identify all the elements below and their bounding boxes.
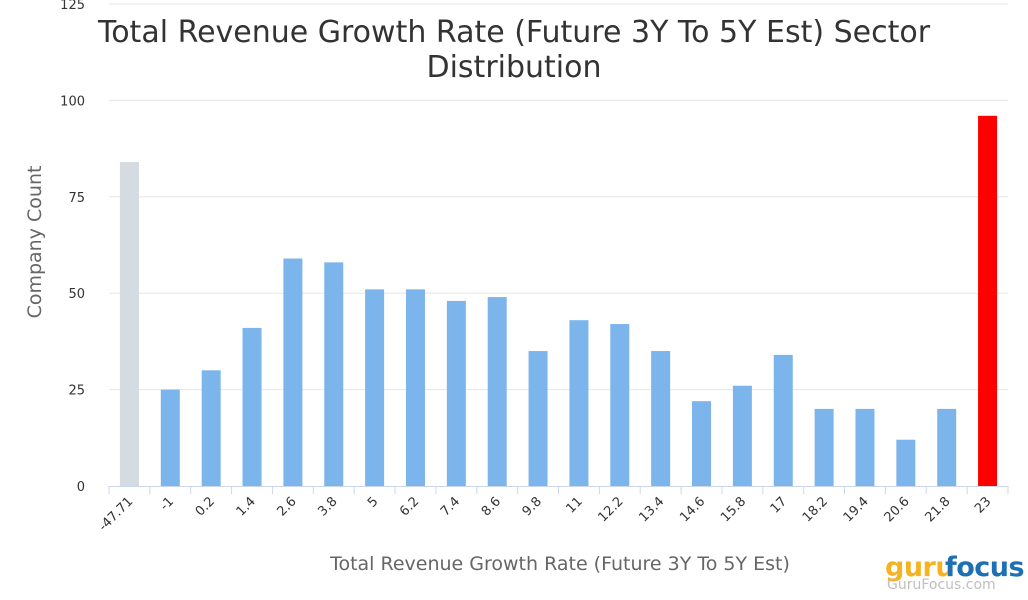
y-tick-label: 125 [60,0,85,13]
x-tick-label: 0.2 [193,494,218,519]
x-tick-label: -47.71 [96,494,136,534]
bar [651,351,671,486]
bar [242,327,262,486]
x-tick-label: 12.2 [596,494,627,525]
x-axis-title: Total Revenue Growth Rate (Future 3Y To … [329,553,790,575]
x-tick-label: 15.8 [718,494,749,525]
x-tick-label: 7.4 [438,494,463,519]
bar [937,408,957,486]
bar [201,370,221,486]
x-tick-label: 19.4 [841,494,872,525]
x-tick-label: 21.8 [922,494,953,525]
chart-title: Total Revenue Growth Rate (Future 3Y To … [97,15,931,85]
logo-guru-text: guru [885,552,955,583]
x-tick-label: 11 [563,494,585,516]
gridlines [109,3,1008,391]
bar [405,289,425,486]
bar [814,408,834,486]
x-tick-label: 1.4 [234,494,259,519]
bar [528,351,548,486]
bar [324,262,344,486]
x-tick-label: 9.8 [520,494,545,519]
bar [732,385,752,486]
bar [283,258,303,486]
bars [119,115,998,486]
x-tick-label: 23 [972,494,994,516]
bar [610,324,630,486]
y-axis-ticks: 0 25 50 75 100 125 [60,0,85,495]
y-axis-title: Company Count [24,166,46,319]
bar [978,115,998,486]
x-tick-label: 5 [365,494,381,510]
x-axis-ticks: -47.71 -1 0.2 1.4 2.6 3.8 5 6.2 7.4 8.6 9.8 11 12.2 1… [96,494,994,534]
bar [487,297,507,486]
y-tick-label: 100 [60,94,85,109]
bar [692,401,712,486]
y-tick-label: 75 [68,191,85,206]
x-tick-label: 6.2 [397,494,422,519]
logo-url-text: GuruFocus.com [887,577,996,593]
x-tick-label: 2.6 [274,494,299,519]
x-tick-label: -1 [157,494,177,514]
bar [446,300,466,486]
x-tick-label: 17 [768,494,790,516]
y-tick-label: 0 [77,480,85,495]
x-tick-label: 3.8 [315,494,340,519]
y-tick-label: 25 [68,384,85,399]
bar [365,289,385,486]
bar [119,162,139,486]
bar [896,439,916,486]
x-tick-label: 13.4 [636,494,667,525]
bar [773,354,793,486]
bar [855,408,875,486]
x-tick-label: 8.6 [479,494,504,519]
x-tick-label: 18.2 [800,494,831,525]
x-tick-label: 20.6 [882,494,913,525]
y-tick-label: 50 [68,287,85,302]
bar [160,389,180,486]
x-tick-label: 14.6 [677,494,708,525]
bar [569,320,589,486]
gurufocus-logo: guru focus GuruFocus.com [885,552,1025,593]
logo-focus-text: focus [945,552,1025,583]
x-axis [108,486,1009,494]
